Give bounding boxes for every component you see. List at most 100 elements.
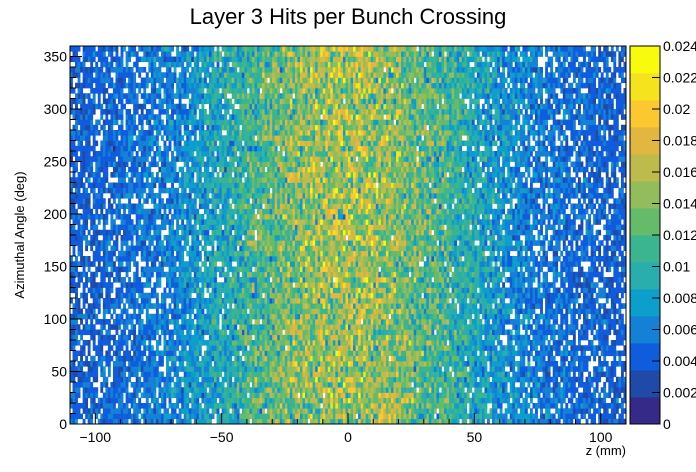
heatmap-cell: [160, 376, 164, 383]
heatmap-cell: [259, 334, 263, 341]
heatmap-cell: [143, 235, 147, 241]
heatmap-cell: [153, 198, 157, 204]
heatmap-cell: [257, 361, 260, 367]
heatmap-cell: [201, 51, 205, 57]
heatmap-cell: [158, 114, 162, 120]
heatmap-cell: [226, 392, 230, 399]
heatmap-cell: [198, 387, 202, 393]
heatmap-cell: [158, 277, 162, 283]
heatmap-cell: [123, 340, 126, 346]
heatmap-cell: [72, 235, 76, 241]
heatmap-cell: [135, 124, 139, 131]
heatmap-cell: [201, 93, 205, 99]
heatmap-cell: [269, 145, 273, 152]
heatmap-cell: [140, 177, 144, 183]
heatmap-cell: [244, 397, 248, 404]
heatmap-cell: [229, 224, 233, 231]
heatmap-cell: [234, 313, 238, 320]
heatmap-cell: [224, 187, 228, 194]
heatmap-cell: [72, 177, 76, 183]
heatmap-cell: [140, 103, 144, 110]
heatmap-cell: [203, 355, 207, 362]
heatmap-cell: [155, 350, 159, 357]
heatmap-cell: [148, 266, 152, 273]
heatmap-cell: [168, 345, 172, 351]
heatmap-cell: [267, 376, 271, 383]
heatmap-cell: [269, 329, 273, 336]
heatmap-cell: [80, 345, 83, 351]
heatmap-cell: [229, 103, 233, 110]
heatmap-cell: [234, 282, 238, 288]
heatmap-cell: [178, 140, 182, 147]
heatmap-cell: [226, 198, 230, 204]
heatmap-cell: [75, 166, 78, 173]
heatmap-cell: [123, 371, 126, 378]
heatmap-cell: [251, 72, 255, 78]
heatmap-cell: [226, 88, 230, 94]
heatmap-cell: [241, 82, 245, 89]
heatmap-cell: [206, 413, 210, 420]
heatmap-cell: [75, 340, 78, 346]
heatmap-cell: [198, 161, 202, 168]
heatmap-cell: [244, 182, 248, 189]
heatmap-cell: [198, 56, 202, 63]
heatmap-cell: [241, 413, 245, 420]
heatmap-cell: [211, 208, 215, 215]
heatmap-cell: [244, 355, 248, 362]
heatmap-cell: [198, 193, 202, 199]
heatmap-cell: [231, 156, 235, 162]
heatmap-cell: [221, 334, 225, 341]
heatmap-cell: [140, 67, 144, 73]
heatmap-cell: [241, 256, 245, 262]
heatmap-cell: [153, 98, 157, 105]
heatmap-cell: [148, 56, 152, 63]
heatmap-cell: [150, 56, 154, 63]
heatmap-cell: [216, 382, 220, 388]
heatmap-cell: [168, 145, 172, 152]
heatmap-cell: [75, 287, 78, 294]
heatmap-cell: [193, 88, 197, 94]
heatmap-cell: [264, 308, 268, 315]
heatmap-cell: [130, 77, 134, 84]
heatmap-cell: [148, 51, 152, 57]
heatmap-cell: [251, 324, 255, 330]
heatmap-cell: [105, 61, 109, 68]
heatmap-cell: [188, 292, 192, 299]
heatmap-cell: [148, 130, 152, 136]
heatmap-cell: [201, 77, 205, 84]
heatmap-cell: [264, 271, 268, 278]
heatmap-cell: [118, 355, 121, 362]
heatmap-cell: [211, 319, 215, 325]
heatmap-cell: [72, 350, 76, 357]
heatmap-cell: [80, 161, 83, 168]
heatmap-cell: [214, 287, 217, 294]
heatmap-cell: [214, 313, 217, 320]
heatmap-cell: [115, 114, 119, 120]
heatmap-cell: [178, 329, 182, 336]
heatmap-cell: [214, 56, 217, 63]
heatmap-cell: [219, 371, 222, 378]
heatmap-cell: [254, 93, 258, 99]
heatmap-cell: [214, 208, 217, 215]
heatmap-cell: [198, 77, 202, 84]
heatmap-cell: [130, 324, 134, 330]
heatmap-cell: [118, 303, 121, 309]
heatmap-cell: [118, 387, 121, 393]
heatmap-cell: [140, 366, 144, 372]
heatmap-cell: [148, 145, 152, 152]
heatmap-cell: [153, 56, 157, 63]
heatmap-cell: [140, 124, 144, 131]
heatmap-cell: [107, 198, 111, 204]
heatmap-cell: [133, 345, 137, 351]
heatmap-cell: [214, 224, 217, 231]
heatmap-cell: [92, 198, 96, 204]
heatmap-cell: [181, 408, 185, 414]
heatmap-cell: [138, 240, 142, 246]
heatmap-cell: [191, 98, 195, 105]
heatmap-cell: [77, 156, 81, 162]
heatmap-cell: [87, 361, 91, 367]
heatmap-cell: [82, 382, 86, 388]
heatmap-cell: [90, 224, 94, 231]
heatmap-cell: [171, 82, 174, 89]
heatmap-cell: [236, 156, 240, 162]
